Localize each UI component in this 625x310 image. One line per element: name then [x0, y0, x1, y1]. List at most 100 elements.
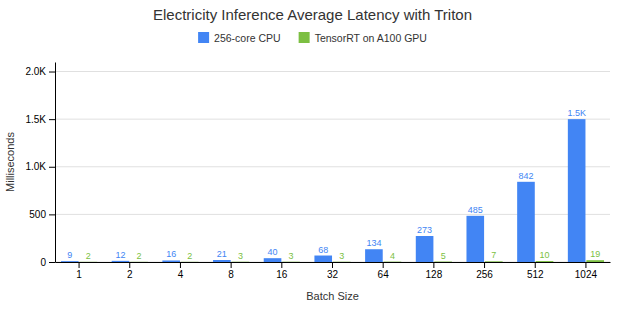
legend: 256-core CPU TensorRT on A100 GPU	[198, 32, 427, 44]
y-tick-mark	[49, 214, 55, 215]
x-tick-mark	[383, 262, 384, 268]
data-label: 9	[67, 250, 72, 260]
bar	[213, 260, 231, 262]
x-tick-mark	[180, 262, 181, 268]
x-tick-label: 2	[127, 269, 133, 280]
series-labels: 912162140681342734858421.5K	[67, 108, 586, 260]
bar	[80, 261, 98, 262]
data-label: 4	[390, 251, 395, 261]
data-label: 16	[166, 249, 176, 259]
data-label: 3	[289, 251, 294, 261]
y-axis-line	[55, 63, 56, 263]
bar	[264, 258, 282, 262]
bars	[61, 119, 604, 262]
series-labels: 2223334571019	[86, 249, 600, 261]
x-tick-label: 256	[476, 269, 493, 280]
data-label: 19	[590, 249, 600, 259]
x-tick-label: 1	[76, 269, 82, 280]
data-label: 40	[268, 247, 278, 257]
data-label: 273	[417, 225, 432, 235]
x-tick-label: 8	[228, 269, 234, 280]
bar	[586, 260, 604, 262]
legend-label: 256-core CPU	[214, 32, 281, 44]
x-tick-mark	[535, 262, 536, 268]
legend-swatch	[299, 32, 310, 43]
data-label: 5	[441, 251, 446, 261]
x-tick: 8	[228, 262, 234, 280]
y-tick: 2.0K	[25, 66, 55, 77]
bar	[365, 249, 383, 262]
bar	[384, 261, 402, 262]
x-tick: 1024	[575, 262, 598, 280]
x-tick: 512	[527, 262, 544, 280]
data-label: 3	[238, 251, 243, 261]
legend-item: 256-core CPU	[198, 32, 281, 44]
x-tick-mark	[281, 262, 282, 268]
x-tick: 256	[476, 262, 493, 280]
series	[61, 119, 585, 262]
bar	[314, 256, 332, 262]
data-label: 2	[86, 251, 91, 261]
x-tick: 4	[178, 262, 184, 280]
y-tick-label: 0	[40, 257, 46, 268]
data-label: 7	[491, 250, 496, 260]
x-tick-label: 16	[276, 269, 288, 280]
bar	[485, 261, 503, 262]
data-label: 3	[339, 251, 344, 261]
bar	[162, 260, 180, 262]
x-tick-label: 32	[327, 269, 339, 280]
y-tick: 500	[29, 209, 55, 220]
bar	[517, 182, 535, 262]
bar	[536, 261, 554, 262]
x-tick: 128	[426, 262, 443, 280]
grid-line	[55, 166, 610, 167]
title: Electricity Inference Average Latency wi…	[153, 6, 472, 23]
data-label: 21	[217, 249, 227, 259]
data-label: 1.5K	[567, 108, 586, 118]
x-tick-mark	[433, 262, 434, 268]
bar	[434, 261, 452, 262]
bar	[568, 119, 586, 262]
x-tick-label: 64	[378, 269, 390, 280]
x-tick-mark	[585, 262, 586, 268]
y-tick: 1.0K	[25, 161, 55, 172]
x-tick-label: 4	[178, 269, 184, 280]
y-tick-mark	[49, 72, 55, 73]
legend-item: TensorRT on A100 GPU	[299, 32, 427, 44]
bar	[232, 261, 250, 262]
y-tick-label: 2.0K	[25, 66, 46, 77]
grid-line	[55, 119, 610, 120]
y-tick-label: 1.5K	[25, 114, 46, 125]
x-tick-label: 128	[426, 269, 443, 280]
y-tick-mark	[49, 119, 55, 120]
x-tick-mark	[79, 262, 80, 268]
data-label: 12	[115, 250, 125, 260]
bar	[416, 236, 434, 262]
plot: 912162140681342734858421.5K2223334571019…	[25, 63, 610, 281]
bar	[112, 261, 130, 262]
x-tick: 16	[276, 262, 288, 280]
y-tick-mark	[49, 262, 55, 263]
data-label: 2	[187, 251, 192, 261]
y-tick-mark	[49, 167, 55, 168]
bar	[282, 261, 300, 262]
legend-swatch	[198, 32, 209, 43]
x-tick-mark	[231, 262, 232, 268]
bar	[61, 261, 79, 262]
x-tick: 1	[76, 262, 82, 280]
bar	[130, 261, 148, 262]
data-labels: 912162140681342734858421.5K2223334571019	[67, 108, 600, 261]
x-tick: 2	[127, 262, 133, 280]
bar	[466, 216, 484, 262]
x-tick-mark	[332, 262, 333, 268]
data-label: 485	[468, 205, 483, 215]
grid-line	[55, 71, 610, 72]
y-axis: 0 500 1.0K 1.5K 2.0K	[25, 63, 55, 268]
y-tick-label: 1.0K	[25, 161, 46, 172]
y-tick: 0	[40, 257, 55, 268]
y-tick-label: 500	[29, 209, 46, 220]
data-label: 2	[137, 251, 142, 261]
legend-label: TensorRT on A100 GPU	[315, 32, 427, 44]
x-tick: 64	[378, 262, 390, 280]
data-label: 134	[366, 238, 381, 248]
